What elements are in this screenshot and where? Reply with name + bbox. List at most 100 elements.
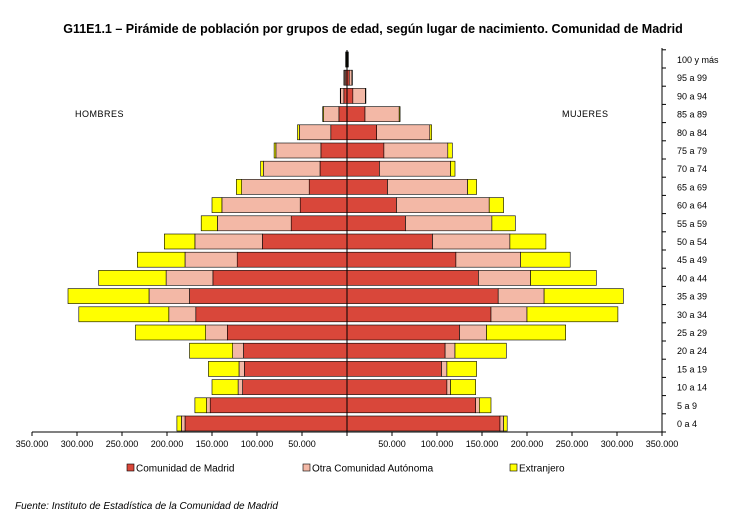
bar-mujeres-comunidad-de-madrid-8 bbox=[346, 270, 479, 286]
x-tick-label-2: 250.000 bbox=[106, 439, 139, 449]
bar-hombres-extranjero-5 bbox=[135, 324, 206, 341]
bar-hombres-extranjero-8 bbox=[98, 270, 167, 286]
bar-hombres-extranjero-10 bbox=[164, 233, 196, 250]
bar-mujeres-extranjero-8 bbox=[530, 270, 597, 286]
bar-mujeres-comunidad-de-madrid-12 bbox=[346, 197, 397, 213]
bar-mujeres-extranjero-1 bbox=[478, 397, 492, 414]
x-tick-label-5: 100.000 bbox=[241, 439, 274, 449]
bar-mujeres-comunidad-de-madrid-6 bbox=[346, 306, 492, 323]
y-tick-label-9: 45 a 49 bbox=[677, 255, 707, 265]
bar-mujeres-otra-comunidad-autonoma-8 bbox=[478, 270, 531, 286]
bar-mujeres-comunidad-de-madrid-2 bbox=[346, 379, 448, 395]
bar-mujeres-comunidad-de-madrid-5 bbox=[346, 324, 460, 341]
bar-hombres-comunidad-de-madrid-11 bbox=[290, 215, 348, 232]
bar-hombres-extranjero-16 bbox=[297, 124, 300, 141]
x-tick-label-14: 350.000 bbox=[646, 439, 679, 449]
bar-mujeres-extranjero-2 bbox=[450, 379, 477, 395]
bar-mujeres-extranjero-17 bbox=[398, 106, 401, 122]
x-tick-label-3: 200.000 bbox=[151, 439, 184, 449]
bar-hombres-comunidad-de-madrid-3 bbox=[244, 361, 348, 377]
bar-mujeres-comunidad-de-madrid-10 bbox=[346, 233, 433, 250]
bar-hombres-extranjero-13 bbox=[236, 179, 243, 195]
bar-mujeres-comunidad-de-madrid-11 bbox=[346, 215, 406, 232]
x-tick-label-1: 300.000 bbox=[61, 439, 94, 449]
bar-hombres-extranjero-4 bbox=[189, 342, 234, 359]
bar-hombres-comunidad-de-madrid-14 bbox=[319, 160, 348, 177]
bar-mujeres-otra-comunidad-autonoma-6 bbox=[490, 306, 528, 323]
y-tick-label-1: 5 a 9 bbox=[677, 401, 697, 411]
x-tick-label-10: 150.000 bbox=[466, 439, 499, 449]
bar-hombres-otra-comunidad-autonoma-4 bbox=[232, 342, 244, 359]
y-tick-label-17: 85 a 89 bbox=[677, 110, 707, 120]
bar-hombres-otra-comunidad-autonoma-10 bbox=[194, 233, 263, 250]
y-tick-label-15: 75 a 79 bbox=[677, 146, 707, 156]
bar-mujeres-extranjero-13 bbox=[467, 179, 477, 195]
bar-hombres-comunidad-de-madrid-8 bbox=[212, 270, 348, 286]
source-note: Fuente: Instituto de Estadística de la C… bbox=[15, 501, 278, 512]
bar-hombres-comunidad-de-madrid-5 bbox=[227, 324, 348, 341]
bar-hombres-otra-comunidad-autonoma-14 bbox=[262, 160, 321, 177]
bar-mujeres-otra-comunidad-autonoma-14 bbox=[379, 160, 451, 177]
bar-mujeres-comunidad-de-madrid-4 bbox=[346, 342, 446, 359]
y-tick-label-10: 50 a 54 bbox=[677, 237, 707, 247]
bar-hombres-extranjero-9 bbox=[137, 251, 186, 268]
bar-hombres-otra-comunidad-autonoma-2 bbox=[237, 379, 243, 395]
bar-hombres-extranjero-15 bbox=[273, 142, 277, 159]
y-tick-label-20: 100 y más bbox=[677, 55, 719, 65]
x-tick-label-8: 50.000 bbox=[378, 439, 406, 449]
y-tick-label-14: 70 a 74 bbox=[677, 164, 707, 174]
y-tick-label-11: 55 a 59 bbox=[677, 219, 707, 229]
bar-hombres-otra-comunidad-autonoma-8 bbox=[165, 270, 214, 286]
bar-mujeres-comunidad-de-madrid-16 bbox=[346, 124, 378, 141]
bar-hombres-comunidad-de-madrid-13 bbox=[308, 179, 348, 195]
bar-hombres-comunidad-de-madrid-7 bbox=[189, 288, 348, 304]
bar-hombres-comunidad-de-madrid-16 bbox=[330, 124, 348, 141]
legend-label-extranjero: Extranjero bbox=[519, 464, 565, 475]
bar-mujeres-extranjero-4 bbox=[454, 342, 507, 359]
bar-hombres-extranjero-17 bbox=[322, 106, 324, 122]
y-tick-label-2: 10 a 14 bbox=[677, 383, 707, 393]
bar-mujeres-comunidad-de-madrid-0 bbox=[346, 415, 501, 432]
bar-hombres-otra-comunidad-autonoma-6 bbox=[168, 306, 197, 323]
bar-hombres-comunidad-de-madrid-12 bbox=[299, 197, 348, 213]
x-tick-label-4: 150.000 bbox=[196, 439, 229, 449]
bar-mujeres-otra-comunidad-autonoma-11 bbox=[405, 215, 493, 232]
bar-mujeres-otra-comunidad-autonoma-19 bbox=[348, 69, 353, 86]
bar-hombres-extranjero-11 bbox=[200, 215, 218, 232]
legend-swatch-otra-comunidad-autonoma bbox=[302, 463, 311, 472]
bar-hombres-extranjero-12 bbox=[211, 197, 223, 213]
bar-hombres-otra-comunidad-autonoma-7 bbox=[148, 288, 190, 304]
bar-hombres-otra-comunidad-autonoma-1 bbox=[206, 397, 211, 414]
y-tick-label-7: 35 a 39 bbox=[677, 292, 707, 302]
y-tick-label-18: 90 a 94 bbox=[677, 91, 707, 101]
bar-mujeres-otra-comunidad-autonoma-7 bbox=[497, 288, 545, 304]
bar-mujeres-comunidad-de-madrid-9 bbox=[346, 251, 457, 268]
bar-hombres-comunidad-de-madrid-6 bbox=[195, 306, 348, 323]
bar-mujeres-extranjero-16 bbox=[429, 124, 432, 141]
bar-mujeres-otra-comunidad-autonoma-18 bbox=[352, 88, 366, 104]
bar-mujeres-comunidad-de-madrid-15 bbox=[346, 142, 385, 159]
bar-hombres-comunidad-de-madrid-4 bbox=[243, 342, 348, 359]
bar-mujeres-extranjero-3 bbox=[446, 361, 477, 377]
bar-mujeres-comunidad-de-madrid-1 bbox=[346, 397, 476, 414]
bar-hombres-comunidad-de-madrid-17 bbox=[338, 106, 348, 122]
bar-mujeres-comunidad-de-madrid-18 bbox=[346, 88, 354, 104]
bar-hombres-extranjero-6 bbox=[78, 306, 170, 323]
chart-title: G11E1.1 – Pirámide de población por grup… bbox=[63, 22, 683, 36]
mujeres-label: MUJERES bbox=[562, 109, 609, 119]
bar-mujeres-extranjero-0 bbox=[503, 415, 508, 432]
bar-mujeres-extranjero-11 bbox=[491, 215, 516, 232]
bar-mujeres-otra-comunidad-autonoma-4 bbox=[444, 342, 456, 359]
bar-mujeres-comunidad-de-madrid-14 bbox=[346, 160, 380, 177]
y-tick-label-8: 40 a 44 bbox=[677, 273, 707, 283]
x-tick-label-12: 250.000 bbox=[556, 439, 589, 449]
legend-label-otra-comunidad-autonoma: Otra Comunidad Autónoma bbox=[312, 464, 434, 475]
bar-mujeres-extranjero-14 bbox=[450, 160, 456, 177]
bars-layer bbox=[67, 51, 624, 432]
bar-hombres-extranjero-0 bbox=[176, 415, 182, 432]
x-tick-label-13: 300.000 bbox=[601, 439, 634, 449]
bar-mujeres-otra-comunidad-autonoma-10 bbox=[432, 233, 511, 250]
legend-swatch-comunidad-de-madrid bbox=[126, 463, 135, 472]
y-tick-label-6: 30 a 34 bbox=[677, 310, 707, 320]
